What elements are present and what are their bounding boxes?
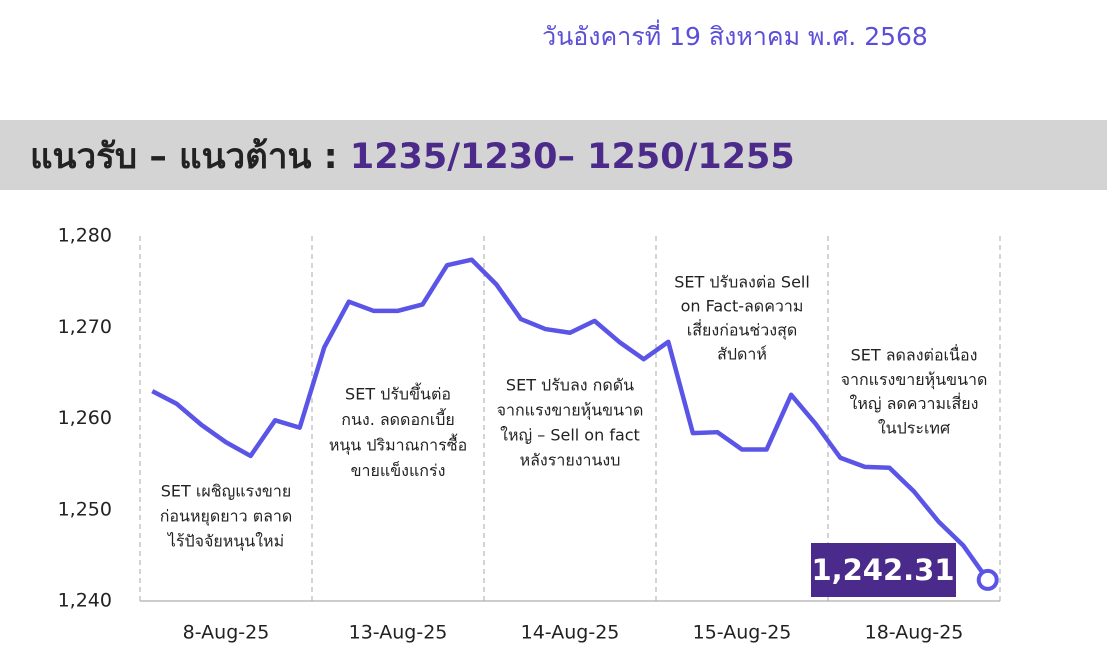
- x-tick-label: 14-Aug-25: [521, 622, 620, 644]
- title: แนวรับ – แนวต้าน : 1235/1230– 1250/1255: [30, 137, 795, 177]
- annotation: ขายแข็งแกร่ง: [351, 460, 446, 480]
- annotation: on Fact-ลดความ: [681, 297, 804, 316]
- y-tick-label: 1,260: [58, 407, 112, 429]
- annotation: จากแรงขายหุ้นขนาด: [841, 370, 988, 390]
- x-tick-label: 18-Aug-25: [865, 622, 964, 644]
- annotation: SET เผชิญแรงขาย: [161, 482, 291, 501]
- x-tick-label: 13-Aug-25: [349, 622, 448, 644]
- annotation: SET ปรับลง กดดัน: [506, 376, 634, 395]
- annotation: ใหญ่ – Sell on fact: [500, 426, 640, 445]
- annotation: หนุน ปริมาณการซื้อ: [329, 434, 467, 456]
- annotation: เสี่ยงก่อนช่วงสุด: [687, 319, 797, 341]
- date: วันอังคารที่ 19 สิงหาคม พ.ศ. 2568: [542, 19, 928, 51]
- annotation: SET ปรับขึ้นต่อ: [345, 383, 451, 404]
- last-point: [976, 568, 999, 591]
- annotation: ในประเทศ: [878, 418, 950, 437]
- last-label: 1,242.31: [811, 553, 954, 587]
- series-line: [151, 257, 990, 582]
- annotation: SET ลดลงต่อเนื่อง: [851, 344, 978, 365]
- y-tick-label: 1,270: [58, 316, 112, 338]
- annotation: ไร้ปัจจัยหนุนใหม่: [166, 532, 284, 552]
- y-tick-label: 1,280: [58, 225, 112, 247]
- annotation: ก่อนหยุดยาว ตลาด: [160, 507, 293, 527]
- y-tick-label: 1,250: [58, 498, 112, 520]
- annotation: กนง. ลดดอกเบี้ย: [341, 408, 455, 429]
- annotation: จากแรงขายหุ้นขนาด: [497, 401, 644, 421]
- title-levels: 1235/1230– 1250/1255: [350, 137, 795, 177]
- title-band: [0, 120, 1107, 190]
- annotation: สัปดาห์: [717, 345, 767, 364]
- y-tick-label: 1,240: [58, 590, 112, 612]
- x-tick-label: 8-Aug-25: [183, 622, 270, 644]
- annotation: SET ปรับลงต่อ Sell: [674, 273, 810, 292]
- title-text: แนวรับ – แนวต้าน :: [30, 137, 350, 177]
- x-tick-label: 15-Aug-25: [693, 622, 792, 644]
- annotation: ใหญ่ ลดความเสี่ยง: [850, 392, 979, 413]
- annotation: หลังรายงานงบ: [520, 451, 621, 470]
- last-label-box: [811, 543, 956, 597]
